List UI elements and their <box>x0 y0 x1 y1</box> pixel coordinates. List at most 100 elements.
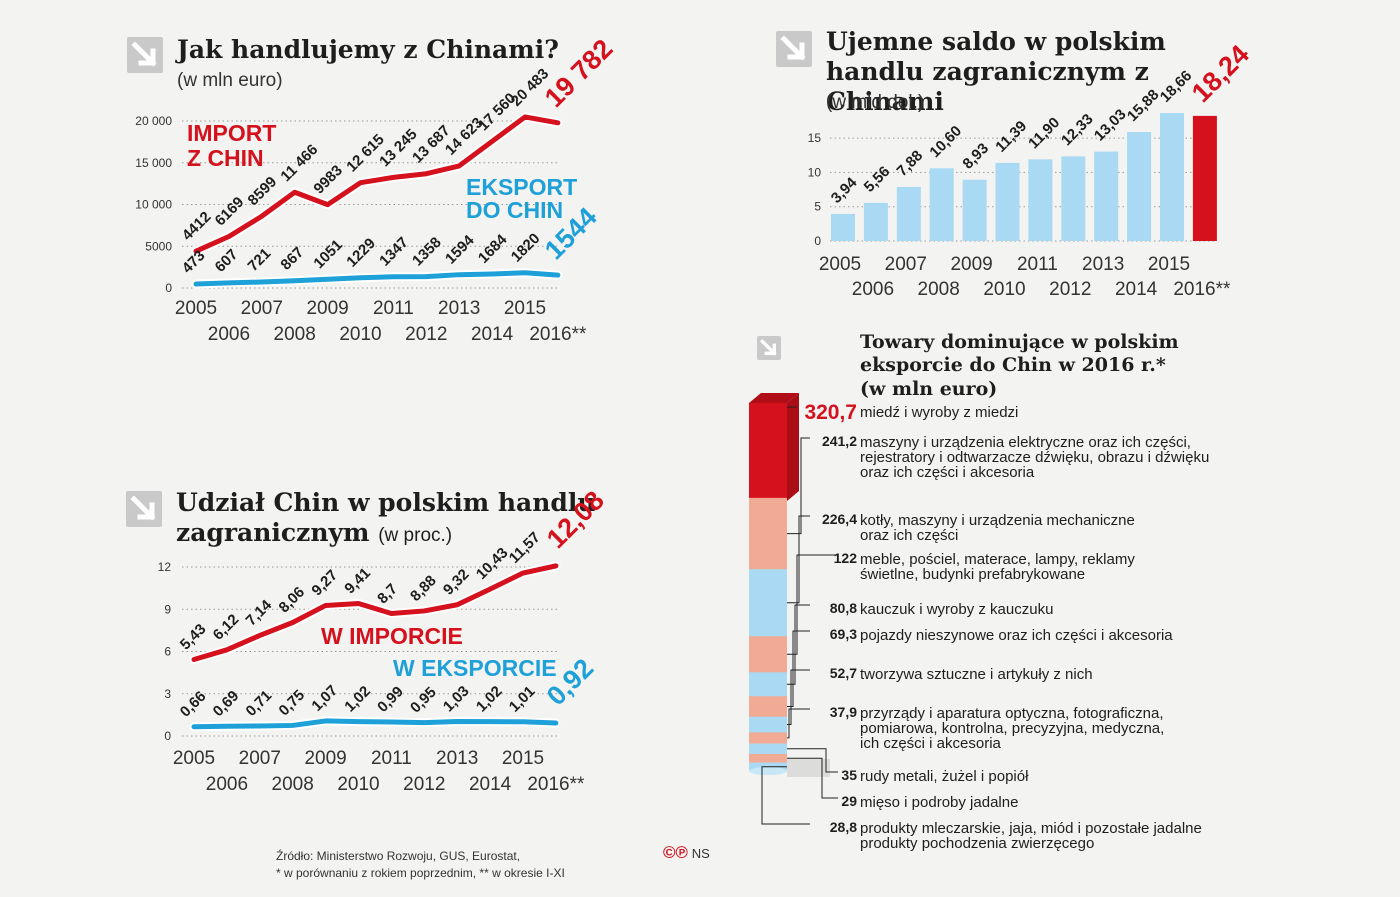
x-tick-label: 2013 <box>436 748 478 769</box>
callout-line <box>787 669 810 726</box>
callout-line <box>787 630 810 707</box>
bar <box>962 179 987 241</box>
arrow-down-right-icon <box>127 37 163 73</box>
y-tick-label: 12 <box>158 560 172 574</box>
series-line <box>191 563 559 663</box>
stack-segment <box>749 696 787 718</box>
x-tick-label: 2006 <box>852 279 894 300</box>
credit-initials: NS <box>691 846 710 861</box>
stack-segment <box>749 497 787 570</box>
share-chart-title-text: Udział Chin w polskim handlu zagraniczny… <box>176 488 596 547</box>
x-tick-label: 2010 <box>339 324 381 345</box>
segment-value-label: 29 <box>841 793 857 809</box>
stack-segment <box>749 636 787 673</box>
x-tick-label: 2012 <box>405 324 447 345</box>
segment-description: świetlne, budynki prefabrykowane <box>860 566 1085 583</box>
arrow-down-right-icon <box>126 491 162 527</box>
segment-value-label: 226,4 <box>822 511 857 527</box>
segment-description: tworzywa sztuczne i artykuły z nich <box>860 666 1093 683</box>
series-label-export: EKSPORT <box>466 174 577 200</box>
callout-line <box>761 766 810 825</box>
share-chart-subtitle: (w proc.) <box>378 525 453 546</box>
trade-chart-title: Jak handlujemy z Chinami? <box>177 35 559 64</box>
x-tick-label: 2014 <box>1115 279 1158 300</box>
x-tick-label: 2009 <box>304 748 346 769</box>
series-line <box>193 114 561 254</box>
y-tick-label: 6 <box>164 645 171 659</box>
segment-value-label: 35 <box>841 767 857 783</box>
x-tick-label: 2016** <box>529 324 587 345</box>
bar <box>1127 132 1152 241</box>
footer-notes: Źródło: Ministerstwo Rozwoju, GUS, Euros… <box>276 848 565 882</box>
x-tick-label: 2011 <box>1017 254 1058 275</box>
segment-description: przyrządy i aparatura optyczna, fotograf… <box>860 705 1164 722</box>
column-shadow <box>787 759 830 777</box>
callout-line <box>787 604 810 685</box>
callout-line <box>787 757 838 799</box>
segment-description: mięso i podroby jadalne <box>860 794 1018 811</box>
balance-chart-subtitle: (w mld dol.) <box>826 92 925 113</box>
trade-chart-subtitle: (w mln euro) <box>177 70 283 91</box>
column-base <box>749 767 787 775</box>
x-tick-label: 2008 <box>918 279 960 300</box>
x-tick-label: 2010 <box>983 279 1025 300</box>
segment-description: maszyny i urządzenia elektryczne oraz ic… <box>860 434 1191 451</box>
y-tick-label: 20 000 <box>135 114 172 128</box>
segment-description: produkty mleczarskie, jaja, miód i pozos… <box>860 820 1202 837</box>
segment-value-label: 80,8 <box>830 600 857 616</box>
y-tick-label: 0 <box>165 281 172 295</box>
footnote-note: * w porównaniu z rokiem poprzednim, ** w… <box>276 866 565 880</box>
x-tick-label: 2006 <box>208 324 250 345</box>
x-tick-label: 2007 <box>239 748 281 769</box>
bar <box>929 168 954 241</box>
segment-value-label: 52,7 <box>830 665 857 681</box>
bar <box>831 213 855 241</box>
y-tick-label: 15 <box>808 131 822 145</box>
segment-description: pomiarowa, kontrolna, precyzyjna, medycz… <box>860 720 1164 737</box>
y-tick-label: 0 <box>814 234 821 248</box>
y-tick-label: 5 <box>814 200 821 214</box>
stack-segment <box>749 732 787 745</box>
goods-chart-subtitle: (w mln euro) <box>860 378 998 400</box>
series-label-export: DO CHIN <box>466 197 563 223</box>
bar <box>1061 156 1086 241</box>
segment-value-label: 122 <box>834 550 858 566</box>
y-tick-label: 0 <box>164 729 171 743</box>
y-tick-label: 10 000 <box>135 198 172 212</box>
x-tick-label: 2009 <box>306 298 348 319</box>
x-tick-label: 2007 <box>885 254 927 275</box>
x-tick-label: 2013 <box>1082 254 1124 275</box>
x-tick-label: 2016** <box>527 774 585 795</box>
y-tick-label: 5000 <box>145 239 172 253</box>
series-label-import: IMPORT <box>187 120 276 146</box>
x-tick-label: 2015 <box>502 748 544 769</box>
segment-description: oraz ich części <box>860 527 958 544</box>
y-tick-label: 9 <box>164 602 171 616</box>
stack-segment <box>749 716 787 733</box>
series-label-import: Z CHIN <box>187 145 264 171</box>
y-tick-label: 3 <box>164 687 171 701</box>
balance-chart-title: Ujemne saldo w polskim handlu zagraniczn… <box>826 27 1166 116</box>
callout-line <box>787 708 810 739</box>
arrow-down-right-icon <box>776 31 812 67</box>
x-tick-label: 2005 <box>173 748 215 769</box>
credit: ©℗ NS <box>663 843 710 863</box>
series-line <box>193 270 561 287</box>
x-tick-label: 2008 <box>272 774 314 795</box>
segment-description: ich części i akcesoria <box>860 735 1002 752</box>
x-tick-label: 2015 <box>1148 254 1190 275</box>
segment-description: rejestratory i odtwarzacze dźwięku, obra… <box>860 449 1209 466</box>
callout-line <box>787 515 810 604</box>
bar <box>863 202 888 241</box>
segment-description: kauczuk i wyroby z kauczuku <box>860 601 1053 618</box>
callout-line <box>787 748 838 773</box>
x-tick-label: 2005 <box>175 298 217 319</box>
share-chart-title: Udział Chin w polskim handlu zagraniczny… <box>176 488 616 551</box>
series-line <box>191 718 559 730</box>
bar <box>1160 113 1184 241</box>
column-top <box>749 393 799 403</box>
segment-value-label: 241,2 <box>822 433 857 449</box>
